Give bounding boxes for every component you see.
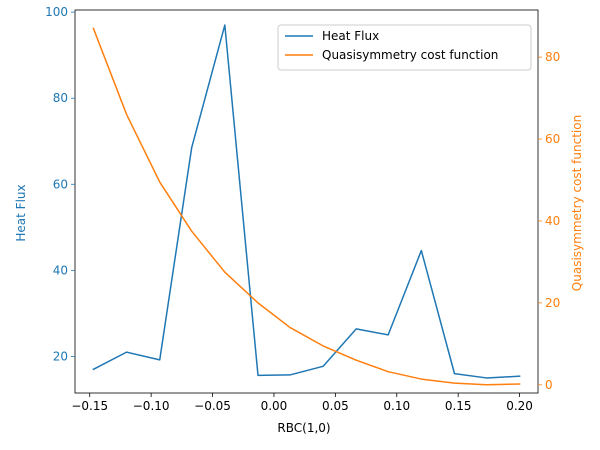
axes: −0.15 −0.10 −0.05 0.00 0.05 0.10 0.15 0.20 20 40 6… xyxy=(45,5,560,413)
legend: Heat Flux Quasisymmetry cost function xyxy=(277,24,532,71)
legend-box xyxy=(277,24,532,71)
y-tick-label-left: 100 xyxy=(45,5,68,19)
legend-label-quasisymmetry: Quasisymmetry cost function xyxy=(322,48,498,62)
x-tick-label: 0.00 xyxy=(261,399,288,413)
x-tick-label: −0.05 xyxy=(194,399,231,413)
x-tick-label: −0.10 xyxy=(133,399,170,413)
y-tick-label-right: 40 xyxy=(545,214,560,228)
x-axis-label: RBC(1,0) xyxy=(277,421,330,435)
y-axis-label-left: Heat Flux xyxy=(14,184,28,241)
y-tick-label-left: 60 xyxy=(53,177,68,191)
y-tick-label-right: 80 xyxy=(545,50,560,64)
y-tick-label-left: 20 xyxy=(53,349,68,363)
y-tick-label-right: 60 xyxy=(545,132,560,146)
plot-frame xyxy=(74,9,539,394)
plot-area xyxy=(92,24,521,386)
x-tick-label: −0.15 xyxy=(71,399,108,413)
x-tick-label: 0.15 xyxy=(445,399,472,413)
y-tick-label-left: 80 xyxy=(53,91,68,105)
y-tick-label-right: 20 xyxy=(545,296,560,310)
y-axis-label-right: Quasisymmetry cost function xyxy=(570,115,584,291)
series-line-heat-flux xyxy=(92,24,521,379)
x-tick-label: 0.20 xyxy=(506,399,533,413)
x-tick-label: 0.05 xyxy=(322,399,349,413)
y-tick-label-right: 0 xyxy=(545,378,553,392)
legend-label-heat-flux: Heat Flux xyxy=(322,29,379,43)
y-tick-label-left: 40 xyxy=(53,263,68,277)
series-line-quasisymmetry xyxy=(92,27,521,386)
x-tick-label: 0.10 xyxy=(383,399,410,413)
